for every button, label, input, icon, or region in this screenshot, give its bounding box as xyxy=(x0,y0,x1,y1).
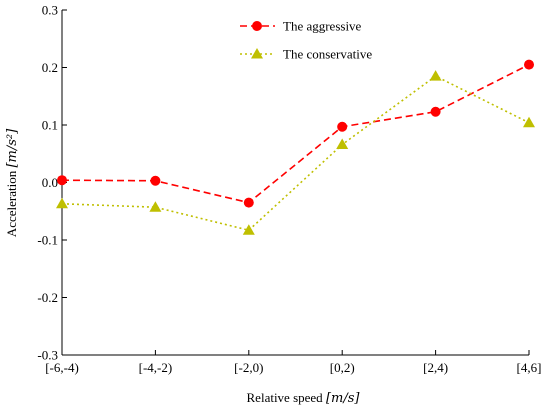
data-point xyxy=(242,224,255,235)
series-aggressive xyxy=(57,59,534,208)
legend-label: The aggressive xyxy=(283,19,362,34)
data-point xyxy=(523,116,535,128)
series-line xyxy=(61,63,530,204)
x-tick-label: [-2,0) xyxy=(234,360,263,375)
y-tick-label: -0.2 xyxy=(37,290,58,305)
y-axis-title: Acceleration [m/s²] xyxy=(4,128,20,237)
y-axis-ticks: -0.3 -0.2 -0.1 0.0 0.1 0.2 0.3 xyxy=(37,3,67,363)
x-tick-label: [2,4) xyxy=(423,360,448,375)
x-tick-label: [0,2) xyxy=(330,360,355,375)
data-point xyxy=(149,201,162,212)
data-point xyxy=(243,197,254,208)
data-point xyxy=(429,70,442,81)
y-tick-label: 0.0 xyxy=(42,175,58,190)
data-point xyxy=(337,121,348,132)
data-point xyxy=(150,175,161,186)
x-axis-ticks: [-6,-4) [-4,-2) [-2,0) [0,2) [2,4) [4,6] xyxy=(45,350,541,375)
data-point xyxy=(57,175,67,186)
legend-item: The aggressive xyxy=(240,19,362,34)
y-tick-label: -0.3 xyxy=(37,348,58,363)
x-tick-label: [4,6] xyxy=(517,360,542,375)
y-tick-label: 0.1 xyxy=(42,118,58,133)
series-layer xyxy=(56,59,535,235)
axes xyxy=(61,10,529,356)
y-tick-label: 0.2 xyxy=(42,60,58,75)
legend-label: The conservative xyxy=(283,47,372,62)
x-axis-title: Relative speed [m/s] xyxy=(247,390,361,406)
data-point xyxy=(524,59,534,70)
series-conservative xyxy=(56,70,535,235)
data-point xyxy=(430,106,441,117)
data-point xyxy=(56,197,68,209)
x-tick-label: [-4,-2) xyxy=(139,360,173,375)
legend-swatch-marker xyxy=(251,48,263,59)
legend-item: The conservative xyxy=(240,47,372,62)
y-tick-label: 0.3 xyxy=(42,3,58,18)
data-point xyxy=(336,138,349,150)
x-tick-label: [-6,-4) xyxy=(45,360,79,375)
legend-swatch-marker xyxy=(252,21,262,31)
legend: The aggressive The conservative xyxy=(240,19,372,62)
y-tick-label: -0.1 xyxy=(37,233,58,248)
